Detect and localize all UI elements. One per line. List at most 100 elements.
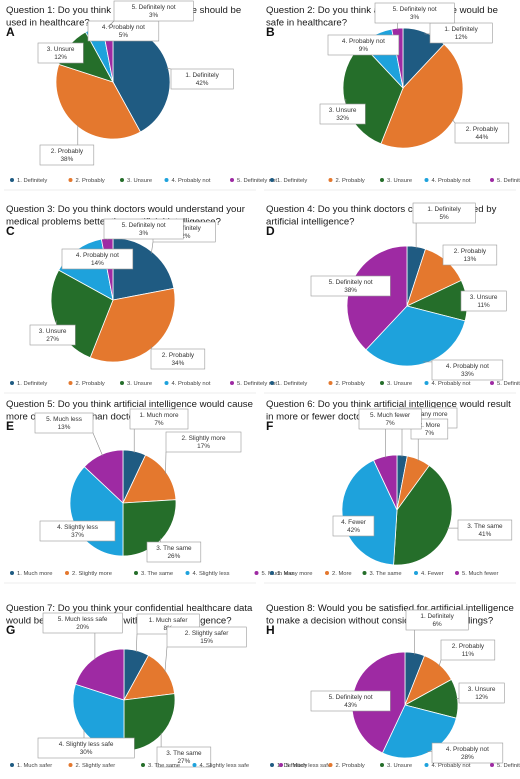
data-label-box bbox=[374, 2, 455, 24]
panel-letter: H bbox=[266, 623, 275, 637]
pie-slice-2 bbox=[380, 43, 464, 149]
legend-marker bbox=[424, 763, 429, 767]
legend-marker bbox=[328, 178, 333, 182]
data-label-box bbox=[150, 348, 206, 370]
chart-title-line: Question 4: Do you think doctors could b… bbox=[266, 204, 497, 215]
pie-slice-4 bbox=[365, 305, 466, 367]
legend-marker bbox=[362, 571, 367, 575]
data-label-box bbox=[34, 412, 94, 434]
data-label-category: 5. Definitely not bbox=[329, 279, 373, 286]
data-label-value: 11% bbox=[477, 302, 490, 309]
chart-title-line: in more or fewer doctors being needed? bbox=[266, 412, 436, 423]
data-label-value: 12% bbox=[455, 34, 468, 41]
data-label-box bbox=[156, 746, 212, 768]
legend-label: 5. Definitely not bbox=[237, 178, 277, 184]
leader-line bbox=[164, 646, 168, 673]
panel-letter: E bbox=[6, 419, 14, 433]
data-label-category: 4. Fewer bbox=[341, 519, 367, 526]
data-label-category: 4. Probably not bbox=[102, 24, 145, 31]
data-label-box bbox=[113, 0, 194, 22]
legend-label: 3. The same bbox=[148, 763, 180, 769]
legend-label: 2. Probably bbox=[76, 178, 105, 184]
legend-marker bbox=[68, 763, 73, 767]
data-label-category: 2. Probably bbox=[51, 148, 84, 155]
data-label-category: 2. Slightly safer bbox=[185, 630, 230, 637]
data-label-box bbox=[37, 42, 84, 64]
legend-label: 5. Definitely not bbox=[237, 381, 277, 387]
legend-marker bbox=[10, 381, 14, 385]
data-label-category: 5. Much fewer bbox=[370, 412, 411, 419]
data-label-category: 3. Unsure bbox=[468, 686, 496, 693]
data-label-value: 5% bbox=[439, 214, 449, 221]
chart-panel-b: Question 2: Do you think artificial inte… bbox=[264, 2, 520, 191]
legend-marker bbox=[424, 381, 429, 385]
data-label-value: 15% bbox=[200, 638, 213, 645]
data-label-value: 28% bbox=[461, 754, 474, 761]
data-label-box bbox=[37, 737, 135, 759]
data-label-category: 4. Probably not bbox=[446, 363, 489, 370]
data-label-value: 12% bbox=[54, 54, 67, 61]
data-label-box bbox=[405, 609, 469, 631]
legend-label: 1. Definitely bbox=[17, 381, 47, 387]
leader-line bbox=[165, 451, 167, 475]
data-label-category: 4. Probably not bbox=[342, 38, 385, 45]
legend-label: 1. Definitely bbox=[277, 763, 307, 769]
legend-marker bbox=[185, 571, 190, 575]
chart-title-line: Question 5: Do you think artificial inte… bbox=[6, 399, 253, 410]
pie-slice-2 bbox=[55, 63, 142, 140]
legend-marker bbox=[380, 178, 384, 182]
chart-title-line: used in healthcare? bbox=[6, 18, 90, 29]
data-label-box bbox=[319, 103, 366, 125]
data-label-box bbox=[358, 408, 422, 430]
legend-label: 5. Definitely not bbox=[497, 763, 520, 769]
chart-panel-a: Question 1: Do you think artificial inte… bbox=[4, 0, 277, 191]
legend-marker bbox=[455, 571, 459, 575]
leader-line bbox=[107, 20, 115, 28]
data-label-category: 1. Definitely bbox=[185, 72, 219, 79]
chart-title-line: Question 8: Would you be satisfied for a… bbox=[266, 603, 514, 614]
legend-label: 1. Definitely bbox=[277, 178, 307, 184]
data-label-category: 3. Unsure bbox=[329, 107, 357, 114]
chart-panel-e: Question 5: Do you think artificial inte… bbox=[4, 399, 294, 584]
data-label-value: 34% bbox=[172, 360, 185, 367]
chart-title-line: to make a decision without considering y… bbox=[266, 616, 493, 627]
chart-panel-f: Question 6: Do you think artificial inte… bbox=[264, 399, 516, 584]
data-label-box bbox=[310, 690, 391, 712]
data-label-category: 1. Definitely bbox=[444, 26, 478, 33]
data-label-box bbox=[457, 519, 513, 541]
legend-marker bbox=[164, 381, 169, 385]
data-label-category: 1. Definitely bbox=[167, 225, 201, 232]
data-label-value: 26% bbox=[168, 553, 181, 560]
legend-marker bbox=[490, 763, 494, 767]
data-label-box bbox=[431, 359, 504, 381]
pie-slice-5 bbox=[74, 648, 125, 701]
legend-marker bbox=[10, 571, 14, 575]
legend-label: 3. The same bbox=[141, 571, 173, 577]
chart-panel-g: Question 7: Do you think your confidenti… bbox=[4, 603, 331, 776]
data-label-category: 5. Definitely not bbox=[329, 694, 373, 701]
legend-marker bbox=[490, 381, 494, 385]
legend-marker bbox=[270, 178, 274, 182]
data-label-category: 2. Probably bbox=[452, 643, 485, 650]
data-label-value: 33% bbox=[461, 371, 474, 378]
data-label-box bbox=[29, 324, 76, 346]
legend-marker bbox=[270, 763, 274, 767]
panel-letter: G bbox=[6, 623, 15, 637]
legend-label: 5. Definitely not bbox=[497, 381, 520, 387]
data-label-value: 3% bbox=[149, 12, 159, 19]
chart-title-line: Question 6: Do you think artificial inte… bbox=[266, 399, 511, 410]
data-label-value: 37% bbox=[71, 532, 84, 539]
data-label-category: 1. Much more bbox=[139, 412, 179, 419]
data-label-category: 3. Unsure bbox=[39, 328, 67, 335]
data-label-category: 5. Definitely not bbox=[122, 222, 166, 229]
legend-label: 3. Unsure bbox=[387, 178, 412, 184]
data-label-value: 44% bbox=[476, 134, 489, 141]
legend-label: 4. Probably not bbox=[172, 381, 211, 387]
data-label-box bbox=[458, 682, 505, 704]
legend-marker bbox=[325, 571, 329, 575]
leader-line bbox=[136, 633, 138, 653]
legend-marker bbox=[380, 381, 384, 385]
leader-line bbox=[92, 432, 103, 456]
data-label-value: 30% bbox=[80, 749, 93, 756]
